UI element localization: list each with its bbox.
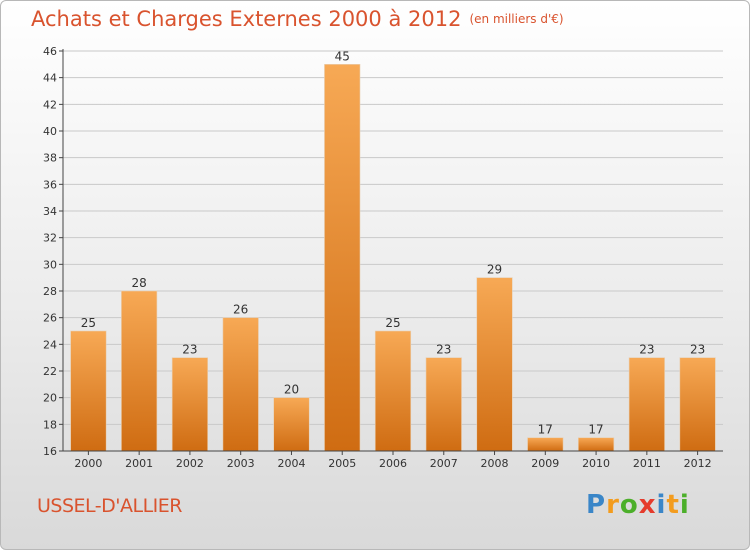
x-tick-label: 2008 [481,457,509,470]
bar-value-label: 23 [690,343,705,357]
y-tick-label: 38 [43,152,57,165]
bar [273,397,310,452]
logo-letter: x [638,490,657,520]
bar-value-label: 17 [588,423,603,437]
proxiti-logo: Proxiti [586,490,690,520]
bar [222,317,259,452]
bar [171,357,208,452]
y-tick-label: 22 [43,365,57,378]
bar-value-label: 23 [639,343,654,357]
x-tick-label: 2003 [227,457,255,470]
bar [121,290,158,452]
x-tick-label: 2004 [277,457,305,470]
chart-subtitle: (en milliers d'€) [469,12,564,26]
bar-value-label: 28 [132,276,147,290]
bar-value-label: 25 [385,316,400,330]
logo-letter: t [666,490,680,520]
bar-value-label: 29 [487,263,502,277]
x-tick-label: 2002 [176,457,204,470]
logo-letter: i [679,490,690,520]
bar-value-label: 20 [284,383,299,397]
bar-value-label: 17 [538,423,553,437]
x-tick-label: 2011 [633,457,661,470]
y-tick-label: 46 [43,45,57,58]
y-tick-label: 16 [43,445,57,458]
x-tick-label: 2006 [379,457,407,470]
x-tick-label: 2005 [328,457,356,470]
y-tick-label: 24 [43,338,57,351]
y-tick-label: 26 [43,312,57,325]
labels: 25 28 23 26 20 45 25 23 29 17 17 23 23 [81,49,706,436]
bar [374,330,412,452]
y-tick-label: 40 [43,125,57,138]
y-tick-label: 36 [43,178,57,191]
title-text: Achats et Charges Externes 2000 à 2012 [31,7,462,31]
x-tick-label: 2001 [125,457,153,470]
logo-letter: r [606,490,620,520]
x-tick-label: 2007 [430,457,458,470]
bar [476,277,513,452]
city-name: USSEL-D'ALLIER [37,495,182,517]
bar-value-label: 23 [436,343,451,357]
x-tick-label: 2000 [74,457,102,470]
logo-letter: i [656,490,667,520]
x-tick-label: 2012 [684,457,712,470]
logo-letter: o [619,490,639,520]
bar [578,437,615,452]
axes: 16 18 20 22 24 26 28 30 32 34 36 38 40 42 44 46 2000 2001… [43,45,723,470]
x-tick-label: 2009 [531,457,559,470]
bar-value-label: 23 [182,343,197,357]
y-tick-label: 30 [43,258,57,271]
chart-title: Achats et Charges Externes 2000 à 2012 (e… [31,7,564,31]
bar [527,437,564,452]
bars [70,64,716,452]
logo-letter: P [586,490,607,520]
y-tick-label: 20 [43,392,57,405]
bar-value-label: 45 [335,49,350,63]
bar [628,357,665,452]
y-tick-label: 28 [43,285,57,298]
y-tick-label: 32 [43,232,57,245]
y-tick-label: 42 [43,98,57,111]
bar-value-label: 25 [81,316,96,330]
y-tick-label: 44 [43,72,57,85]
bar [679,357,716,452]
y-tick-label: 18 [43,418,57,431]
bar-value-label: 26 [233,303,248,317]
x-tick-label: 2010 [582,457,610,470]
bar [70,330,107,452]
bar [425,357,462,452]
y-tick-label: 34 [43,205,57,218]
bar [324,64,361,452]
